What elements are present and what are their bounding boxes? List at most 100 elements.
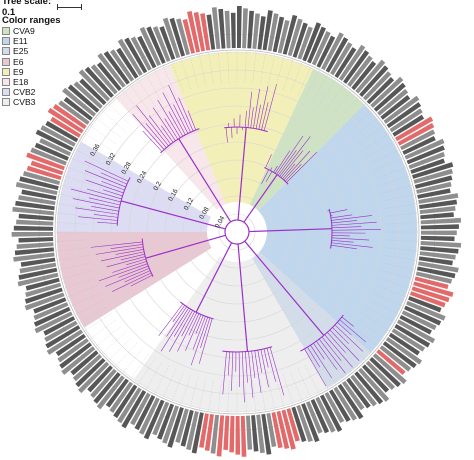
leader-line bbox=[331, 348, 352, 374]
leader-line bbox=[108, 337, 132, 361]
root-arc bbox=[224, 219, 250, 245]
leader-line bbox=[198, 378, 207, 411]
leaf-branch bbox=[120, 253, 145, 261]
tip-label bbox=[397, 123, 435, 146]
leader-line bbox=[57, 203, 89, 209]
leader-line bbox=[57, 255, 89, 261]
leader-line bbox=[379, 175, 411, 186]
leaf-branch bbox=[100, 172, 128, 185]
leader-line bbox=[55, 247, 88, 252]
leader-line bbox=[373, 157, 404, 172]
leaf-branch bbox=[231, 351, 234, 391]
branch-arc bbox=[180, 301, 214, 320]
legend-swatch bbox=[2, 78, 10, 87]
leader-line bbox=[366, 140, 395, 158]
scale-ring bbox=[74, 69, 400, 395]
tree-scale-bar bbox=[56, 4, 82, 10]
leaf-branch bbox=[282, 163, 296, 179]
leader-line bbox=[101, 332, 126, 354]
leaf-branch bbox=[277, 150, 297, 176]
leaf-branch bbox=[334, 324, 364, 352]
tip-label bbox=[116, 47, 139, 79]
leaf-branch bbox=[276, 135, 304, 175]
leaf-branch bbox=[255, 104, 261, 129]
leader-line bbox=[63, 175, 95, 186]
leader-line bbox=[252, 381, 257, 414]
tip-label bbox=[58, 100, 90, 125]
tip-label bbox=[45, 120, 79, 143]
tip-label bbox=[40, 125, 76, 147]
leader-line bbox=[137, 79, 156, 107]
tip-label bbox=[16, 219, 54, 226]
tip-label bbox=[394, 324, 431, 348]
leaf-branch bbox=[105, 268, 150, 287]
leader-line bbox=[267, 378, 276, 411]
leaf-branch bbox=[115, 249, 144, 255]
tip-label bbox=[307, 26, 326, 64]
tip-label bbox=[338, 44, 366, 81]
leaf-branch bbox=[84, 170, 126, 188]
tip-label bbox=[199, 413, 209, 448]
tip-label bbox=[162, 17, 181, 59]
tip-label bbox=[13, 252, 55, 262]
tip-label bbox=[19, 262, 57, 274]
branch bbox=[237, 243, 249, 352]
leader-line bbox=[217, 50, 222, 83]
branch bbox=[237, 127, 247, 221]
tip-label bbox=[247, 10, 255, 49]
scale-ring bbox=[146, 141, 328, 323]
leader-line bbox=[275, 56, 285, 88]
branch bbox=[195, 242, 233, 313]
scale-ring bbox=[128, 123, 346, 341]
tip-label bbox=[404, 305, 442, 326]
leaf-branch bbox=[265, 154, 272, 169]
tip-label bbox=[305, 401, 323, 434]
leader-line bbox=[376, 285, 407, 298]
leaf-branch bbox=[100, 251, 145, 262]
leader-line bbox=[342, 337, 366, 361]
leaf-branch bbox=[324, 334, 353, 368]
legend-label: E18 bbox=[13, 77, 29, 88]
tip-label bbox=[399, 314, 432, 335]
leader-line bbox=[383, 193, 416, 202]
scale-ring bbox=[218, 213, 256, 251]
leaf-branch bbox=[84, 160, 129, 182]
tip-label bbox=[266, 412, 277, 447]
tip-label bbox=[240, 415, 247, 457]
tip-label bbox=[343, 50, 370, 84]
tip-label bbox=[30, 147, 67, 166]
leader-line bbox=[180, 58, 191, 90]
tip-label bbox=[366, 77, 395, 105]
tip-label bbox=[211, 7, 221, 50]
tip-label bbox=[33, 302, 69, 321]
leader-line bbox=[95, 117, 121, 138]
tip-label bbox=[117, 38, 143, 76]
tip-label bbox=[281, 409, 296, 450]
tip-label bbox=[130, 392, 151, 426]
legend-label: E25 bbox=[13, 46, 29, 57]
tip-label bbox=[30, 160, 64, 176]
leaf-branch bbox=[331, 244, 357, 250]
leaf-branch bbox=[254, 350, 262, 393]
tip-label bbox=[35, 129, 74, 152]
leaf-branch bbox=[152, 107, 176, 141]
leaf-branch bbox=[313, 343, 325, 360]
tip-label bbox=[204, 414, 214, 451]
leader-line bbox=[260, 52, 266, 84]
legend-label: CVA9 bbox=[13, 26, 35, 37]
tip-label bbox=[416, 266, 456, 279]
tip-label bbox=[391, 328, 426, 352]
tip-label bbox=[291, 406, 307, 442]
leaf-branch bbox=[148, 115, 172, 145]
tip-label bbox=[386, 102, 422, 129]
tip-label bbox=[315, 396, 336, 433]
leader-line bbox=[386, 247, 419, 252]
tip-label bbox=[419, 199, 458, 209]
tip-label bbox=[402, 135, 436, 155]
leader-line bbox=[366, 306, 395, 324]
tip-label bbox=[292, 22, 308, 58]
leaf-branch bbox=[331, 226, 362, 229]
tip-label bbox=[26, 152, 65, 171]
tip-label bbox=[417, 188, 451, 199]
